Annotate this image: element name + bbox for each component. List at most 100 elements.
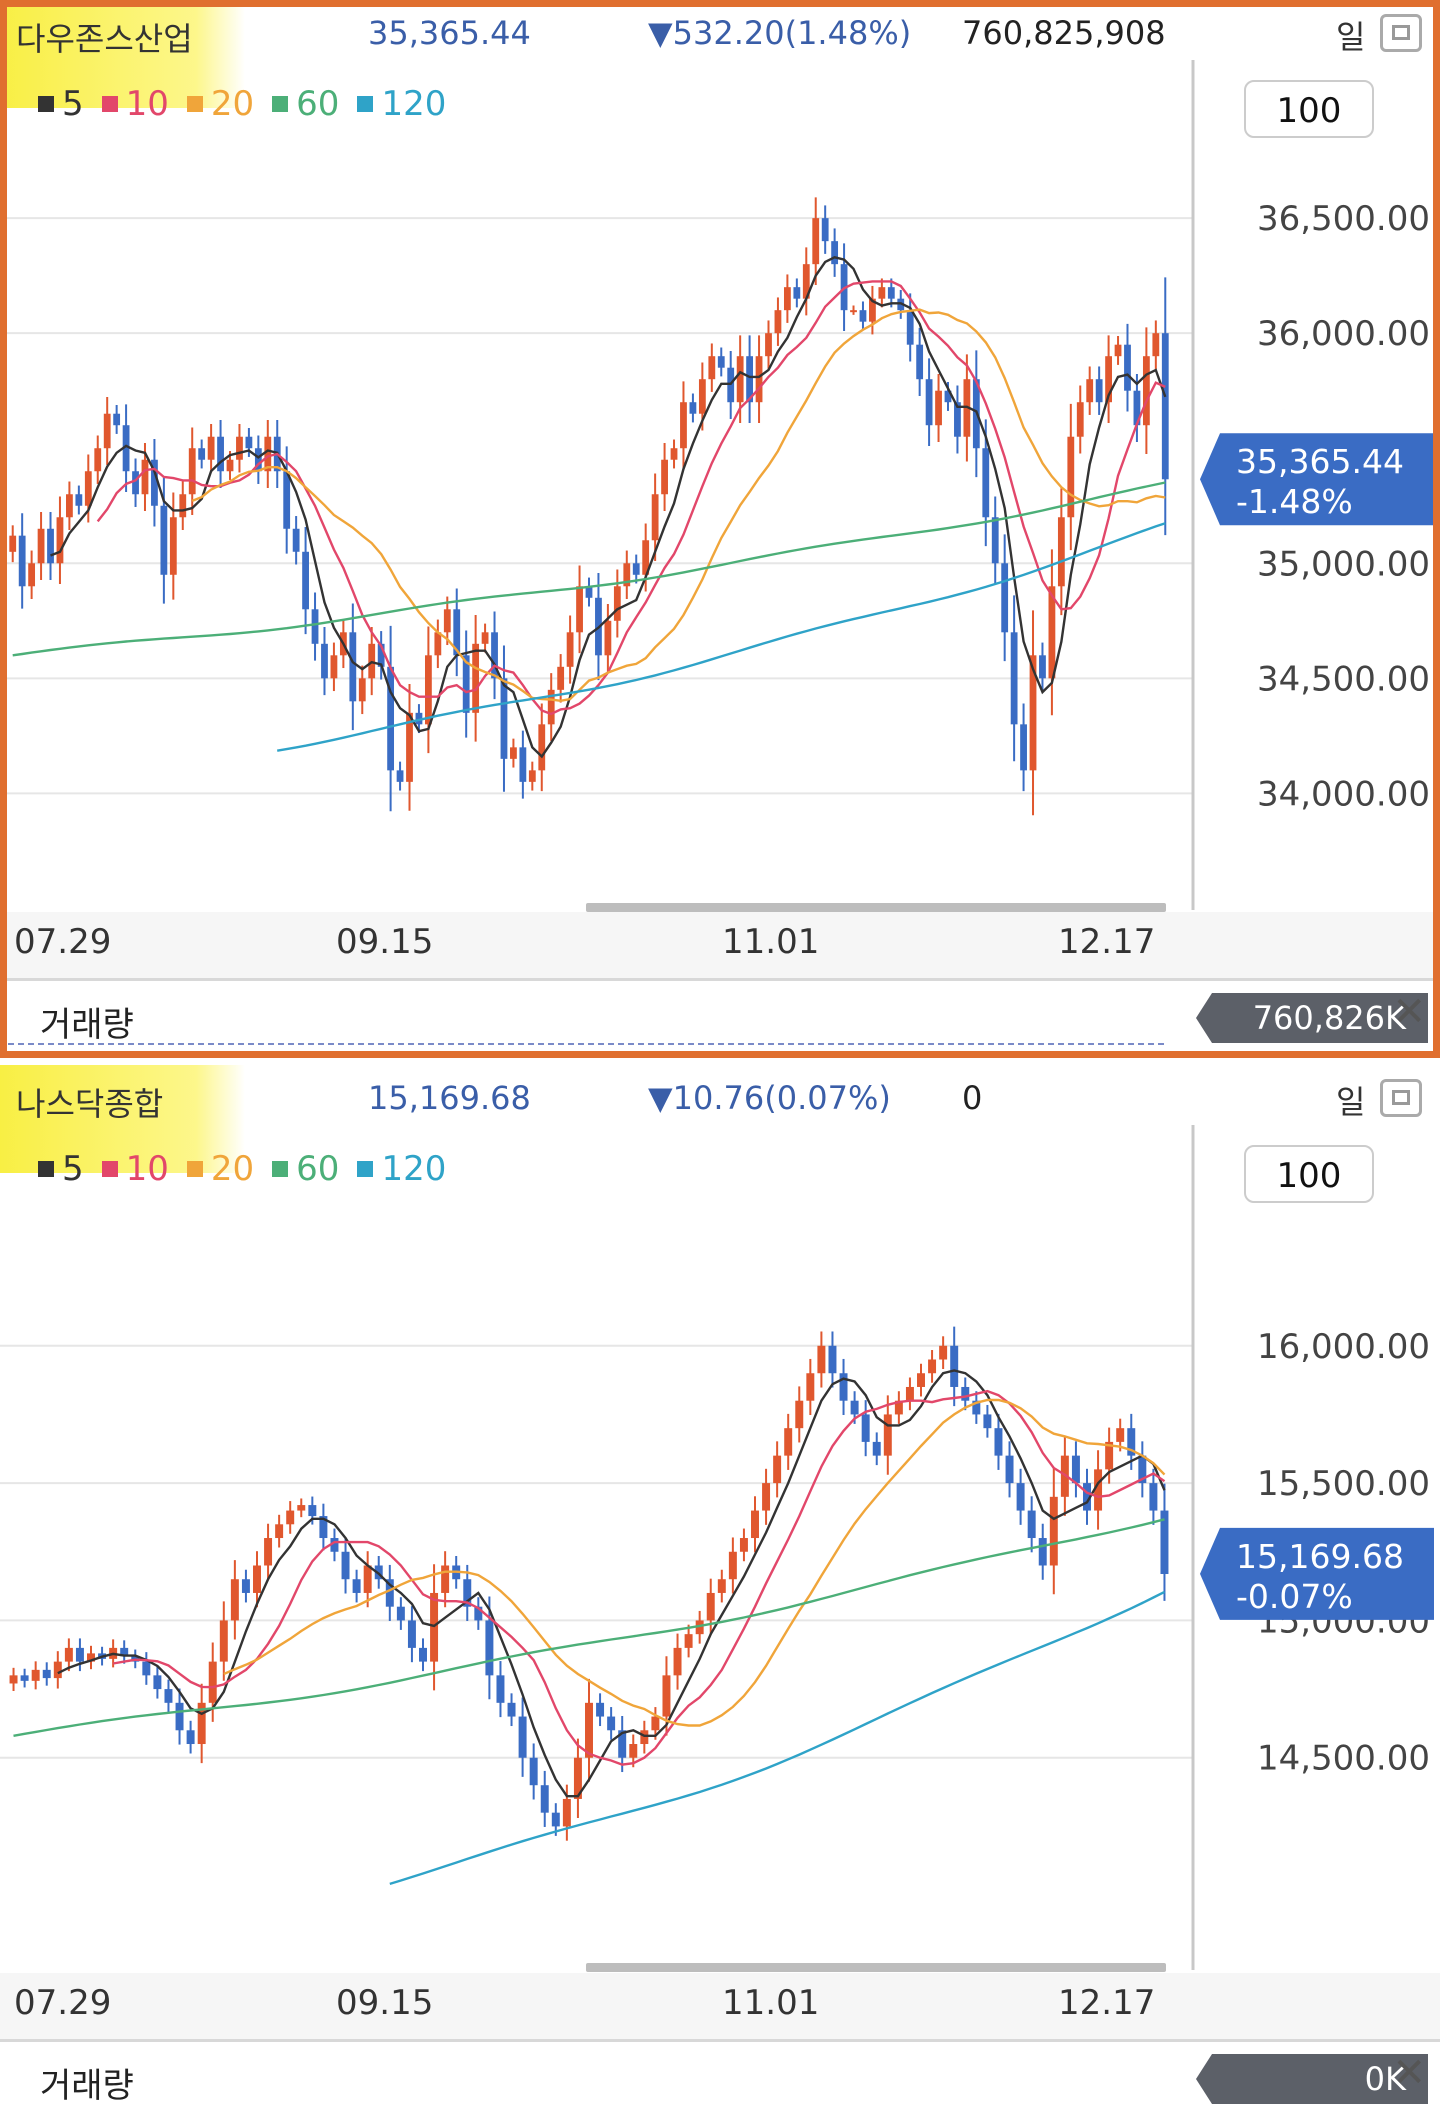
candle-body (443, 609, 451, 633)
candle-body (817, 1345, 826, 1374)
candle-body (160, 505, 168, 575)
legend-ma20[interactable]: 20 (186, 84, 254, 124)
candle-body (1057, 517, 1065, 587)
candle-body (87, 1653, 95, 1662)
candle-body (1133, 390, 1141, 426)
candle-body (286, 1510, 295, 1525)
legend-ma5[interactable]: 5 (38, 84, 84, 124)
legend-ma120[interactable]: 120 (357, 84, 446, 124)
ma-legend[interactable]: 5 10 20 60 120 (38, 84, 446, 124)
period-selector[interactable]: 일 (1336, 18, 1366, 56)
candle-body (1138, 1455, 1147, 1484)
candle-body (1160, 1510, 1169, 1575)
candle-body (1027, 1510, 1036, 1539)
candle-body (1049, 1496, 1058, 1566)
nasdaq-candlestick-chart[interactable]: 16,000.0015,500.0015,000.0014,500.0015,1… (0, 1065, 1440, 2123)
candle-body (142, 1661, 151, 1676)
candle-body (1149, 1483, 1158, 1511)
candle-body (1124, 344, 1131, 391)
candle-body (308, 1505, 317, 1517)
legend-ma20[interactable]: 20 (186, 1149, 254, 1189)
candle-body (1105, 356, 1112, 403)
close-icon[interactable]: ✕ (1392, 989, 1426, 1035)
index-name[interactable]: 다우존스산업 (16, 20, 193, 58)
legend-ma120[interactable]: 120 (357, 1149, 446, 1189)
nasdaq-chart-panel: 나스닥종합 15,169.68 ▼10.76(0.07%) 0 일 5 10 2… (0, 1065, 1440, 2123)
candle-body (507, 1702, 516, 1717)
zoom-level[interactable]: 100 (1244, 1145, 1374, 1203)
dow-candlestick-chart[interactable]: 36,500.00 36,000.00 35,000.00 34,500.00 34,0… (0, 0, 1440, 1058)
candle-body (319, 1516, 328, 1539)
x-axis: 07.29 09.15 11.01 12.17 (0, 912, 1440, 978)
candle-body (850, 310, 857, 313)
candle-body (462, 655, 470, 713)
candle-body (42, 1669, 51, 1679)
legend-ma60[interactable]: 60 (272, 1149, 339, 1189)
legend-ma60[interactable]: 60 (272, 84, 339, 124)
candle-body (188, 448, 196, 495)
candle-body (1020, 724, 1027, 771)
candle-body (358, 678, 366, 702)
candle-body (869, 298, 876, 322)
candle-body (1094, 1469, 1103, 1511)
ma-legend[interactable]: 5 10 20 60 120 (38, 1149, 446, 1189)
candle-body (66, 494, 73, 518)
candle-body (254, 448, 262, 472)
legend-ma10[interactable]: 10 (101, 1149, 169, 1189)
candle-body (297, 1505, 306, 1511)
y-tick-label: 36,500.00 (1257, 199, 1430, 239)
candle-body (330, 1538, 339, 1552)
candle-body (698, 379, 706, 414)
candle-body (1086, 379, 1094, 403)
candle-body (217, 436, 224, 472)
maximize-icon[interactable] (1380, 14, 1422, 52)
candle-body (122, 425, 130, 472)
close-icon[interactable]: ✕ (1392, 2050, 1426, 2096)
candle-body (407, 1620, 416, 1648)
candle-body (925, 379, 933, 426)
candle-body (944, 390, 952, 403)
candle-body (562, 1798, 571, 1827)
candle-body (198, 448, 206, 460)
index-name[interactable]: 나스닥종합 (16, 1085, 164, 1123)
ma20-line (223, 1398, 1166, 1727)
candle-body (132, 471, 139, 495)
candle-body (661, 459, 668, 495)
candle-body (208, 1661, 217, 1703)
period-selector[interactable]: 일 (1336, 1083, 1366, 1121)
candle-body (1114, 344, 1122, 357)
candle-body (1105, 1441, 1114, 1470)
candle-body (618, 1730, 627, 1758)
candle-body (430, 1592, 439, 1662)
candle-body (950, 1345, 959, 1387)
candle-body (905, 1386, 914, 1401)
candle-body (887, 287, 895, 299)
y-tick-label: 36,000.00 (1257, 314, 1430, 354)
candle-body (20, 1675, 29, 1681)
candle-body (528, 770, 536, 782)
candle-body (302, 551, 309, 610)
trade-volume: 760,825,908 (962, 14, 1166, 52)
candle-body (607, 1716, 616, 1731)
badge-price: 15,169.68 (1236, 1537, 1404, 1576)
legend-ma10[interactable]: 10 (101, 84, 169, 124)
x-tick-label: 09.15 (336, 922, 434, 962)
candle-body (717, 1579, 726, 1593)
candle-body (151, 459, 158, 506)
candle-body (793, 287, 801, 299)
candle-body (529, 1757, 538, 1786)
candle-body (839, 1373, 848, 1401)
candle-body (141, 459, 149, 495)
candle-body (573, 1757, 582, 1799)
legend-ma5[interactable]: 5 (38, 1149, 84, 1189)
current-price: 35,365.44 (368, 14, 531, 52)
zoom-level[interactable]: 100 (1244, 80, 1374, 138)
candle-body (673, 1647, 682, 1676)
candle-body (972, 1400, 981, 1415)
candle-body (169, 517, 177, 575)
candle-body (75, 1647, 84, 1662)
price-badge (1200, 1527, 1434, 1620)
maximize-icon[interactable] (1380, 1079, 1422, 1117)
candle-body (321, 643, 328, 679)
candle-body (292, 528, 300, 552)
